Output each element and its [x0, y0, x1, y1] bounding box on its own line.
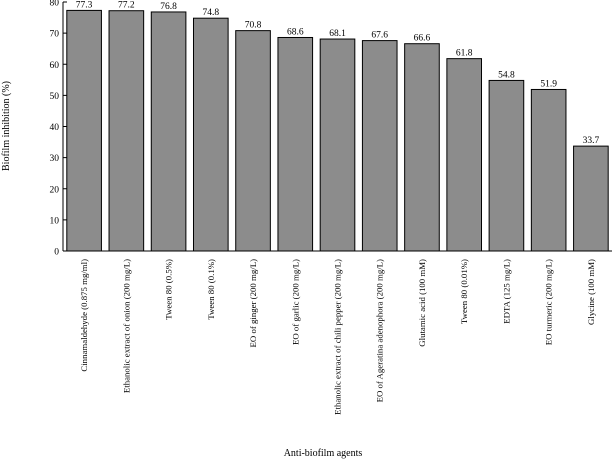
bar [488, 79, 525, 252]
x-tick-label: Tween 80 (0.5%) [164, 259, 174, 320]
bar [192, 17, 229, 252]
category-labels: Cinnamaldehyde (0.875 mg/ml) Ethanolic ex… [79, 259, 596, 415]
data-label: 51.9 [540, 79, 557, 89]
data-label: 77.2 [118, 1, 135, 11]
bar [530, 88, 567, 252]
y-tick-label: 20 [50, 185, 60, 195]
y-tick-label: 30 [50, 154, 60, 164]
x-tick-label: Ethanolic extract of onion (200 mg/L) [121, 259, 131, 393]
bar [446, 58, 483, 252]
x-tick-label: Cinnamaldehyde (0.875 mg/ml) [79, 259, 89, 372]
bar [361, 40, 398, 252]
y-tick-label: 60 [50, 61, 60, 71]
data-label: 68.1 [329, 29, 346, 39]
data-labels: 77.3 77.2 76.8 74.8 70.8 68.6 68.1 67.6 66.6 61.8… [76, 0, 600, 146]
data-label: 76.8 [160, 2, 177, 12]
data-label: 67.6 [371, 31, 388, 41]
y-tick-label: 40 [50, 123, 60, 133]
x-tick-label: Ethanolic extract of chili pepper (200 m… [333, 259, 343, 415]
bar [404, 43, 440, 252]
y-tick-label: 50 [50, 92, 60, 102]
bar [66, 9, 102, 252]
y-axis-title: Biofilm inhibition (%) [1, 81, 12, 171]
x-tick-label: Tween 80 (0.1%) [206, 259, 216, 320]
y-axis: 0 10 20 30 40 50 60 70 80 [50, 0, 67, 258]
data-label: 33.7 [583, 136, 600, 146]
bar [573, 145, 609, 252]
data-label: 70.8 [245, 21, 262, 31]
x-tick-label: Glycine (100 mM) [586, 259, 596, 325]
y-tick-label: 10 [50, 216, 60, 226]
bar [108, 10, 145, 252]
bar [150, 11, 187, 252]
bars [66, 9, 609, 252]
x-tick-label: Glutamic acid (100 mM) [417, 259, 427, 347]
y-tick-label: 0 [54, 248, 59, 258]
data-label: 68.6 [287, 27, 304, 37]
x-tick-label: Tween 80 (0.01%) [459, 259, 469, 324]
data-label: 77.3 [76, 0, 93, 10]
y-tick-label: 80 [50, 0, 60, 9]
bar [277, 36, 314, 252]
data-label: 66.6 [414, 34, 431, 44]
y-tick-label: 70 [50, 30, 60, 40]
x-tick-label: EO of Ageratina adenophora (200 mg/L) [375, 259, 385, 402]
data-label: 54.8 [498, 70, 515, 80]
bar [235, 30, 271, 252]
bar [319, 38, 356, 252]
x-tick-label: EO of ginger (200 mg/L) [248, 259, 258, 348]
x-tick-label: EO turmeric (200 mg/L) [544, 259, 554, 345]
data-label: 61.8 [456, 49, 473, 59]
x-tick-label: EO of garlic (200 mg/L) [290, 259, 300, 345]
x-tick-label: EDTA (125 mg/L) [501, 259, 511, 324]
x-axis-title: Anti-biofilm agents [284, 448, 363, 459]
data-label: 74.8 [202, 8, 219, 18]
